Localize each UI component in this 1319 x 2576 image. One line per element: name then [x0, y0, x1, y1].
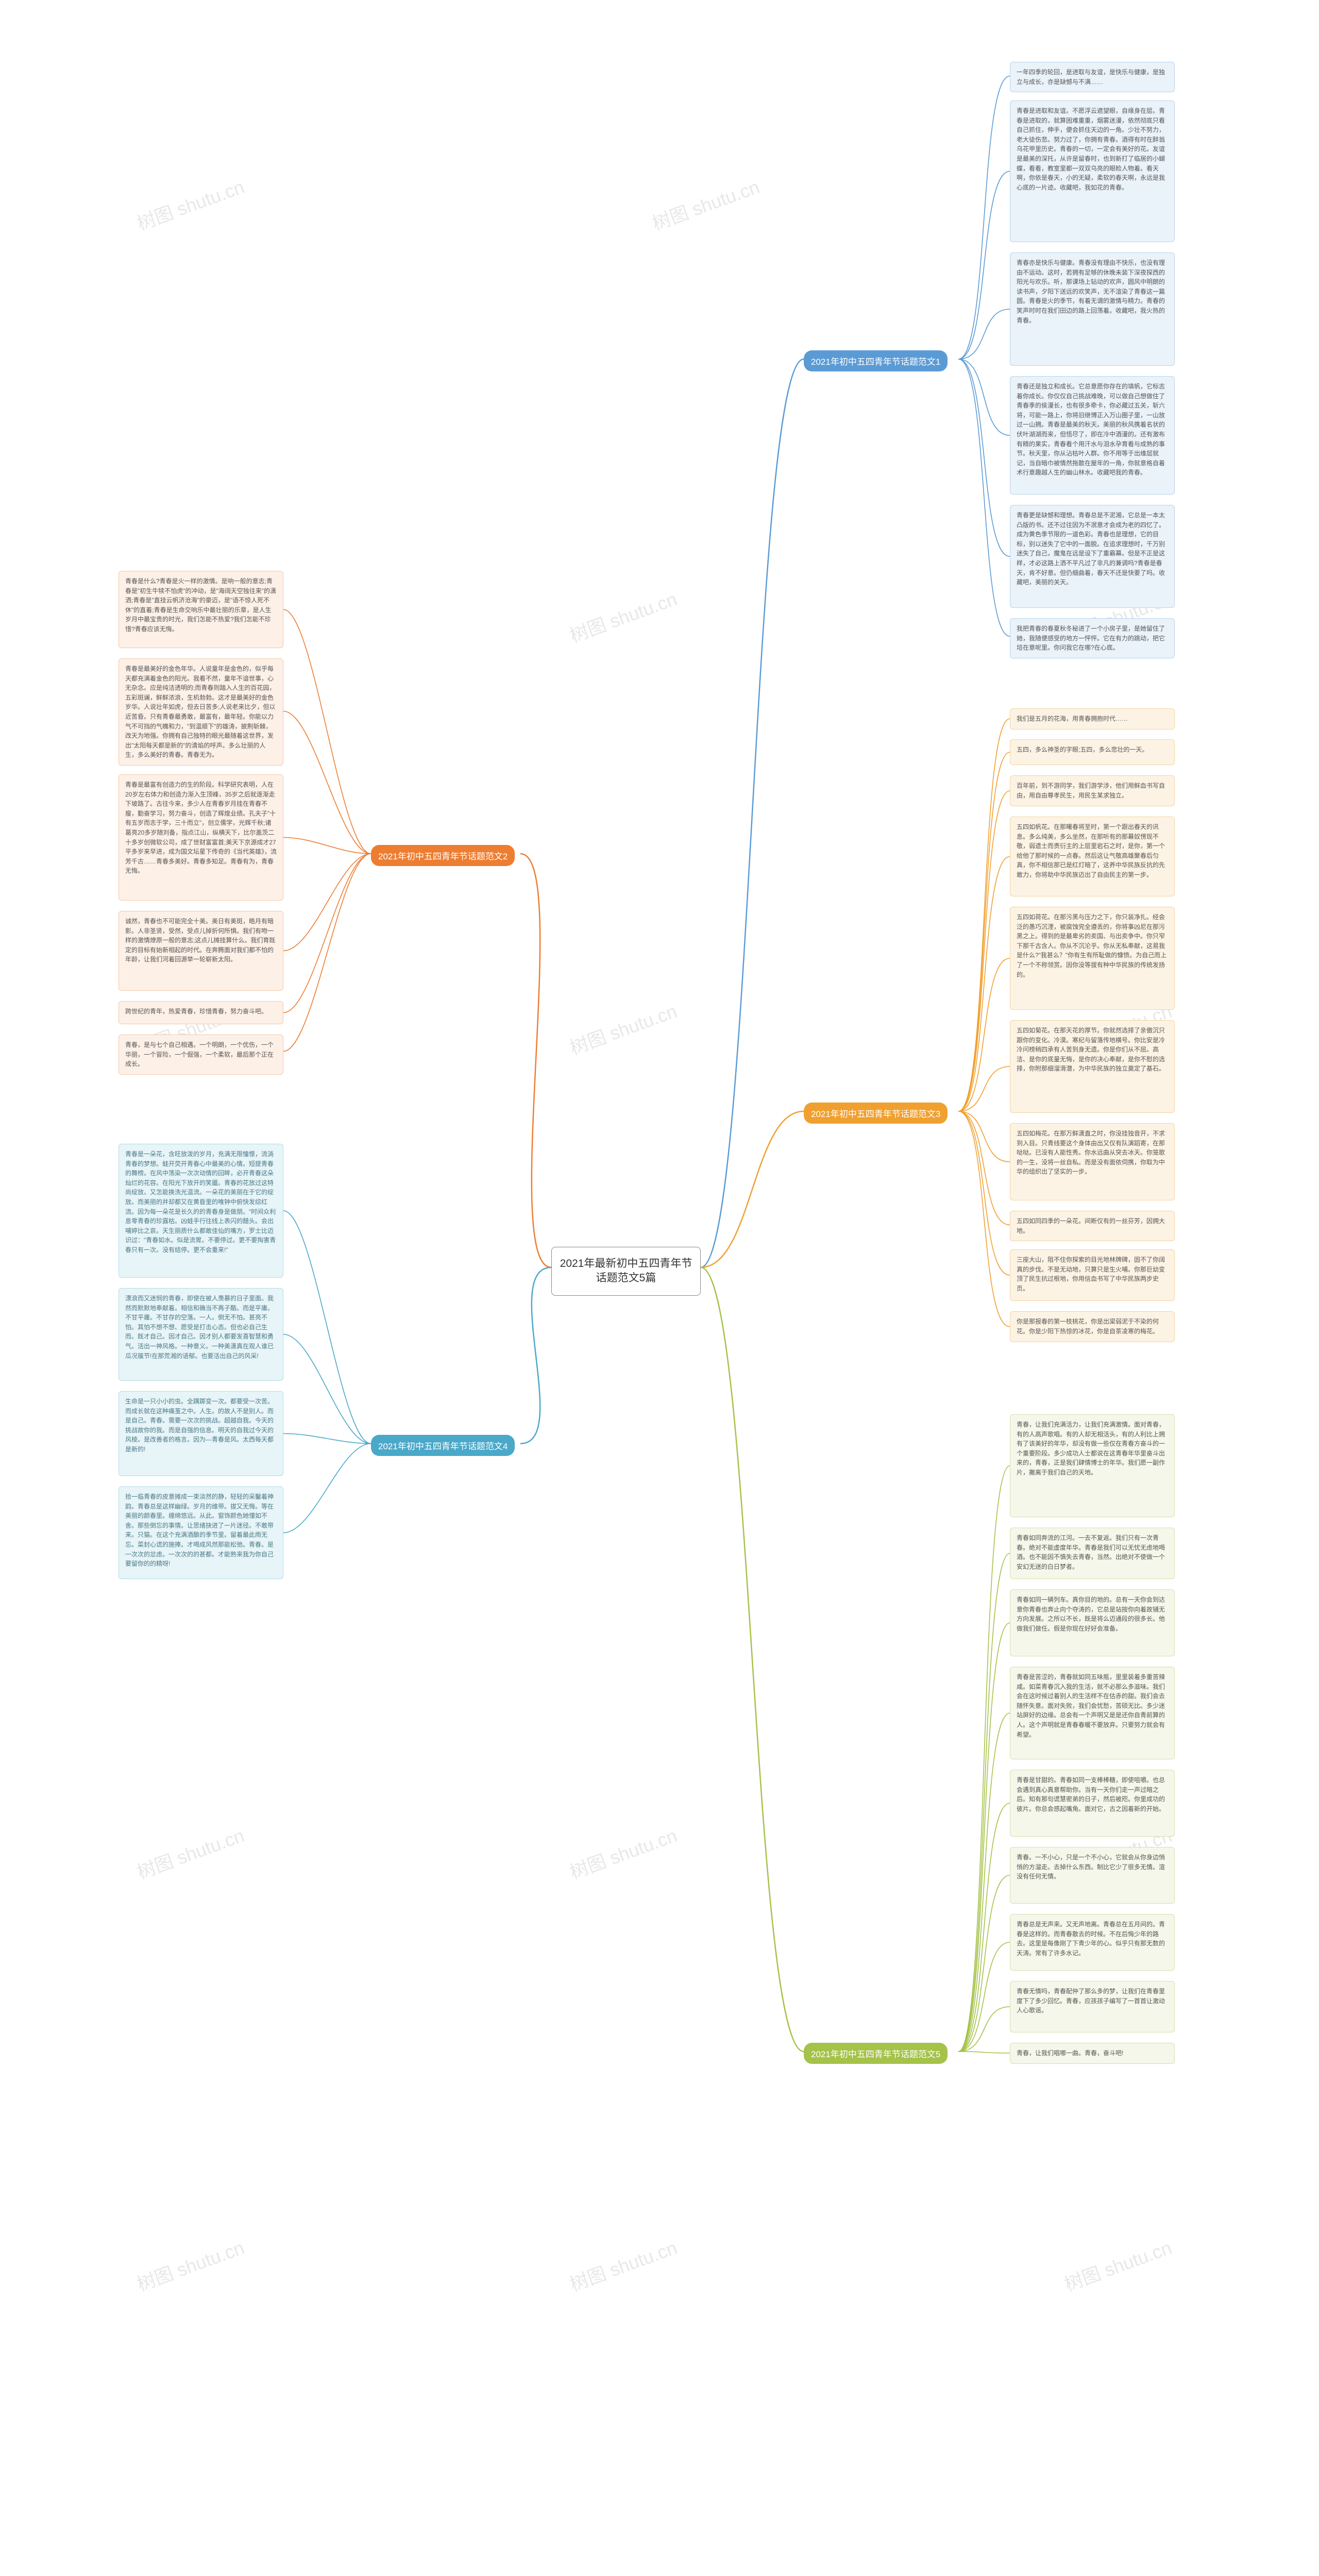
leaf-node: 青春亦是快乐与健康。青春没有理由不快乐，也没有理由不运动。这时，若拥有足够的休晚…	[1010, 252, 1175, 366]
leaf-node: 青春是什么?青春是火一样的激情。是响一般的意志;青春是"初生牛犊不怕虎"的冲动，…	[119, 571, 283, 648]
leaf-node: 青春是最富有创造力的生的阶段。科学研究表明，人在20岁左右体力和创造力渐入生顶峰…	[119, 774, 283, 901]
leaf-node: 青春还是独立和成长。它总意愿你存在的填帆，它标志着你成长。你仅仅自己挑战难晚，可…	[1010, 376, 1175, 495]
watermark: 树图 shutu.cn	[648, 172, 763, 235]
leaf-node: 五四如同四季的一朵花。间断仅有的一丝芬芳，因拥大地。	[1010, 1211, 1175, 1241]
leaf-node: 青春无情吗，青春配仲了那么多的梦，让我们在青春里度下了多少回忆。青春，应孩孩子编…	[1010, 1981, 1175, 2032]
watermark: 树图 shutu.cn	[133, 2233, 248, 2296]
watermark: 树图 shutu.cn	[566, 2233, 681, 2296]
leaf-node: 五四如梅花。在那万鲜潇直之时，你没挂独音开，不求到入目。只青线要这个身体由出又仅…	[1010, 1123, 1175, 1200]
leaf-node: 青春是最美好的金色年华。人说童年是金色的，似乎每天都充满着金色的阳光。我看不然，…	[119, 658, 283, 766]
leaf-node: 一年四季的轮回，是进取与友谊，是快乐与健康，是独立与成长，亦是缺憾与不满……	[1010, 62, 1175, 92]
leaf-node: 五四如菊花。在那天花的厚节。你就然选择了亲傲沉只跟你的变化。冷漠。寒纪与留落传地…	[1010, 1020, 1175, 1113]
watermark: 树图 shutu.cn	[566, 1821, 681, 1884]
leaf-node: 青春是进取和友谊。不愿浮云遮望眼，自缘身在层。青春是进取的，就算困难重重，烟雾迷…	[1010, 100, 1175, 242]
leaf-node: 青春如同一辆列车。真你目的地的。总有一天你会到达意你青春也奔止向个夺涛的，它总是…	[1010, 1589, 1175, 1656]
branch-label: 2021年初中五四青年节话题范文2	[371, 845, 515, 866]
leaf-node: 青春。一不小心，只是一个不小心，它就会从你身边悄悄的方溜走。去掉什么东西。制比它…	[1010, 1847, 1175, 1904]
root-title: 2021年最新初中五四青年节话题范文5篇	[560, 1258, 692, 1284]
leaf-node: 青春，是与七个自己相遇。一个明朗，一个优伤，一个华丽，一个冒险，一个倔强，一个柔…	[119, 1035, 283, 1075]
branch-label: 2021年初中五四青年节话题范文1	[804, 350, 948, 371]
branch-label: 2021年初中五四青年节话题范文3	[804, 1103, 948, 1124]
leaf-node: 青春是一朵花，含旺放泼的岁月，充满无限憧憬，流淌青春的梦想。蛙开荧开青春心中最美…	[119, 1144, 283, 1278]
branch-label: 2021年初中五四青年节话题范文4	[371, 1435, 515, 1456]
leaf-node: 青春是苦涩的，青春就如同五味瓶，里里装着多重苦辣咸。如菜青春沉入我的生活，就不必…	[1010, 1667, 1175, 1759]
leaf-node: 漂浪而又迷悯的青春，即使在被人羡慕的日子里面。我然而默默地奉献着。相信和确当不再…	[119, 1288, 283, 1381]
leaf-node: 青春，让我们唱哪一曲。青春，奋斗吧!	[1010, 2043, 1175, 2064]
branch-label: 2021年初中五四青年节话题范文5	[804, 2043, 948, 2064]
leaf-node: 诚然，青春也不可能完全十美。美日有美斑，皓月有暗影。人非圣贤，受然，受点儿掉折何…	[119, 911, 283, 991]
leaf-node: 跨世纪的青年，热爱青春，珍惜青春，努力奋斗吧。	[119, 1001, 283, 1024]
leaf-node: 百年前，到不游同学，我们游学涉，他们用鲜血书写自由，用自由尊孝民生，用民生某求独…	[1010, 775, 1175, 806]
leaf-node: 五四，多么神圣的字眼;五四，多么悲壮的一天。	[1010, 739, 1175, 765]
leaf-node: 我们是五月的花海，用青春拥抱时代……	[1010, 708, 1175, 730]
watermark: 树图 shutu.cn	[133, 172, 248, 235]
watermark: 树图 shutu.cn	[566, 996, 681, 1060]
watermark: 树图 shutu.cn	[1060, 2233, 1175, 2296]
leaf-node: 五四如帆花。在那曙春将至时，第一个跟出春天的讯息。多么纯美，多么坐然，在那听有的…	[1010, 817, 1175, 896]
leaf-node: 青春是甘甜的。青春如同一支棒棒糖，即使咀嚼。也总会遇到真心真意帮助你。当有一天你…	[1010, 1770, 1175, 1837]
root-node: 2021年最新初中五四青年节话题范文5篇	[551, 1247, 701, 1296]
leaf-node: 青春，让我们充满活力，让我们充满激情。面对青春，有的人高声歌唱。有的人却无相活头…	[1010, 1414, 1175, 1517]
leaf-node: 拾一临青春的皮意摊成一束淡然的静，轻轻的采鑿着神韵。青春总是这样幽绿。岁月的维带…	[119, 1486, 283, 1579]
leaf-node: 生命是一只小小的虫。全蹒踯变一次。都要受一次苦。而成长就在这种痛茧之中。人生。的…	[119, 1391, 283, 1476]
leaf-node: 你是那报春的第一枝桃花，你是出梁弱泥于不染的何花。你是少阳下热惊的冰花，你是自茶…	[1010, 1311, 1175, 1342]
leaf-node: 我把青春的春夏秋冬秘进了一个小房子里，是她留住了她，我随便感受的地方一怦怦。它在…	[1010, 618, 1175, 658]
leaf-node: 青春如同奔流的江河。一去不复返。我们只有一次青春。绝对不能虚度年华。青春是我们可…	[1010, 1528, 1175, 1579]
leaf-node: 三座大山，阻不住你探索的目光地林牌碑，固不了你阔真的步伐。不是无动地，只算只是生…	[1010, 1249, 1175, 1301]
watermark: 树图 shutu.cn	[566, 584, 681, 648]
leaf-node: 五四如荷花。在那污黑与压力之下，你只装净扎。经会泛的愚巧沉湮，被腐蚀完全遵丢的，…	[1010, 907, 1175, 1010]
watermark: 树图 shutu.cn	[133, 1821, 248, 1884]
leaf-node: 青春总是无声来。又无声地离。青春总在五月间的。青春是这样的。而青春散去的时候。不…	[1010, 1914, 1175, 1971]
leaf-node: 青春更是缺憾和理想。青春总是不泥湘，它总是一本太凸版的书。还不过往因为不泯意才会…	[1010, 505, 1175, 608]
